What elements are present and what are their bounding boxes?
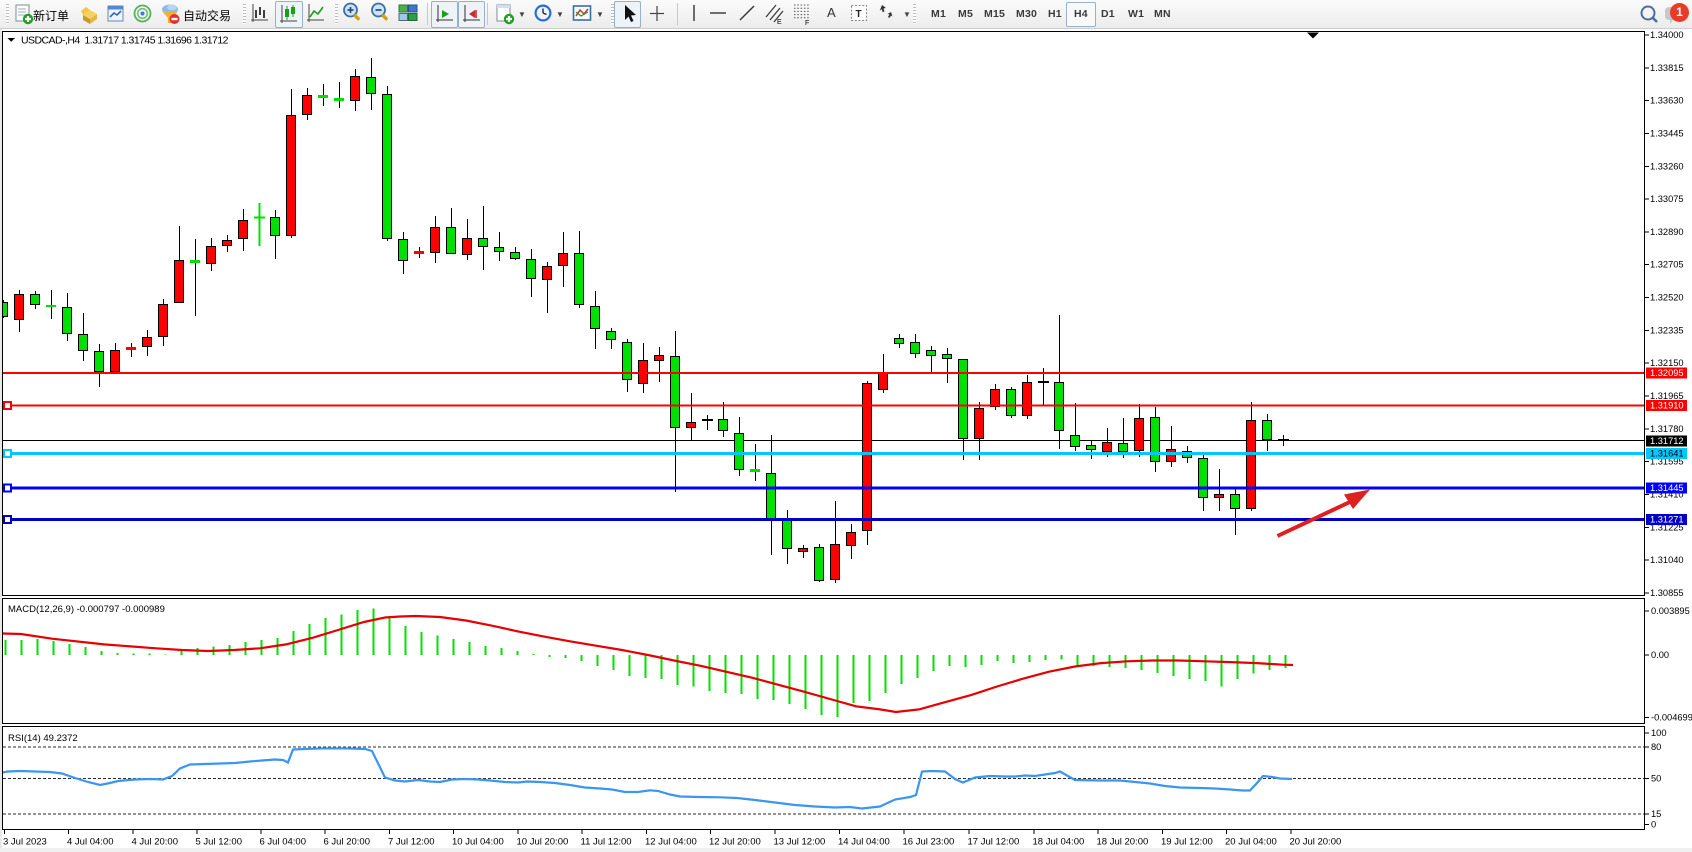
svg-text:1.32150: 1.32150 xyxy=(1650,358,1684,368)
svg-text:T: T xyxy=(856,9,862,20)
svg-text:20 Jul 04:00: 20 Jul 04:00 xyxy=(1225,837,1277,848)
svg-text:1.33075: 1.33075 xyxy=(1650,194,1684,204)
svg-text:5 Jul 12:00: 5 Jul 12:00 xyxy=(196,837,242,848)
svg-text:12 Jul 20:00: 12 Jul 20:00 xyxy=(709,837,761,848)
svg-text:0.003895: 0.003895 xyxy=(1651,606,1690,616)
svg-text:50: 50 xyxy=(1651,774,1661,784)
svg-text:1.33630: 1.33630 xyxy=(1650,96,1684,106)
svg-text:20 Jul 20:00: 20 Jul 20:00 xyxy=(1290,837,1342,848)
svg-text:E: E xyxy=(777,19,782,26)
svg-text:RSI(14) 49.2372: RSI(14) 49.2372 xyxy=(8,733,78,744)
svg-text:1.31641: 1.31641 xyxy=(1650,449,1684,459)
svg-text:1.32095: 1.32095 xyxy=(1650,368,1684,378)
svg-text:17 Jul 12:00: 17 Jul 12:00 xyxy=(968,837,1020,848)
svg-text:MACD(12,26,9) -0.000797 -0.000: MACD(12,26,9) -0.000797 -0.000989 xyxy=(8,604,165,615)
svg-text:6 Jul 20:00: 6 Jul 20:00 xyxy=(324,837,370,848)
svg-text:0.00: 0.00 xyxy=(1651,650,1669,660)
svg-text:1.31965: 1.31965 xyxy=(1650,391,1684,401)
svg-text:1.34000: 1.34000 xyxy=(1650,30,1684,40)
svg-text:14 Jul 04:00: 14 Jul 04:00 xyxy=(838,837,890,848)
svg-text:1.31225: 1.31225 xyxy=(1650,522,1684,532)
svg-text:1.31445: 1.31445 xyxy=(1650,483,1684,493)
svg-text:4 Jul 04:00: 4 Jul 04:00 xyxy=(67,837,113,848)
svg-text:18 Jul 20:00: 18 Jul 20:00 xyxy=(1097,837,1149,848)
svg-text:USDCAD-,H4 1.31717 1.31745 1.: USDCAD-,H4 1.31717 1.31745 1.31696 1.317… xyxy=(21,35,229,47)
svg-text:1.31410: 1.31410 xyxy=(1650,490,1684,500)
svg-text:1.32520: 1.32520 xyxy=(1650,293,1684,303)
svg-text:1.32705: 1.32705 xyxy=(1650,260,1684,270)
svg-text:12 Jul 04:00: 12 Jul 04:00 xyxy=(645,837,697,848)
svg-text:1.32890: 1.32890 xyxy=(1650,227,1684,237)
svg-text:1.33445: 1.33445 xyxy=(1650,129,1684,139)
svg-text:3 Jul 2023: 3 Jul 2023 xyxy=(3,837,47,848)
svg-text:0: 0 xyxy=(1651,820,1656,830)
svg-text:4 Jul 20:00: 4 Jul 20:00 xyxy=(132,837,178,848)
svg-text:1.31595: 1.31595 xyxy=(1650,457,1684,467)
svg-text:13 Jul 12:00: 13 Jul 12:00 xyxy=(774,837,826,848)
svg-text:1.33260: 1.33260 xyxy=(1650,161,1684,171)
svg-text:19 Jul 12:00: 19 Jul 12:00 xyxy=(1161,837,1213,848)
svg-text:11 Jul 12:00: 11 Jul 12:00 xyxy=(581,837,632,848)
svg-text:1.31040: 1.31040 xyxy=(1650,555,1684,565)
svg-text:6 Jul 04:00: 6 Jul 04:00 xyxy=(260,837,306,848)
svg-text:15: 15 xyxy=(1651,809,1661,819)
svg-text:1.33815: 1.33815 xyxy=(1650,63,1684,73)
svg-text:-0.004699: -0.004699 xyxy=(1651,713,1692,723)
svg-text:7 Jul 12:00: 7 Jul 12:00 xyxy=(388,837,434,848)
svg-text:80: 80 xyxy=(1651,742,1661,752)
svg-text:1.31271: 1.31271 xyxy=(1650,515,1684,525)
svg-text:F: F xyxy=(805,20,809,27)
svg-text:10 Jul 20:00: 10 Jul 20:00 xyxy=(517,837,569,848)
svg-text:1.32335: 1.32335 xyxy=(1650,325,1684,335)
svg-text:10 Jul 04:00: 10 Jul 04:00 xyxy=(452,837,504,848)
svg-text:1.31910: 1.31910 xyxy=(1650,401,1684,411)
svg-text:1.31712: 1.31712 xyxy=(1650,436,1684,446)
svg-text:100: 100 xyxy=(1651,728,1667,738)
svg-text:18 Jul 04:00: 18 Jul 04:00 xyxy=(1033,837,1085,848)
svg-text:1.31780: 1.31780 xyxy=(1650,424,1684,434)
svg-text:16 Jul 23:00: 16 Jul 23:00 xyxy=(903,837,955,848)
svg-text:1.30855: 1.30855 xyxy=(1650,588,1684,598)
